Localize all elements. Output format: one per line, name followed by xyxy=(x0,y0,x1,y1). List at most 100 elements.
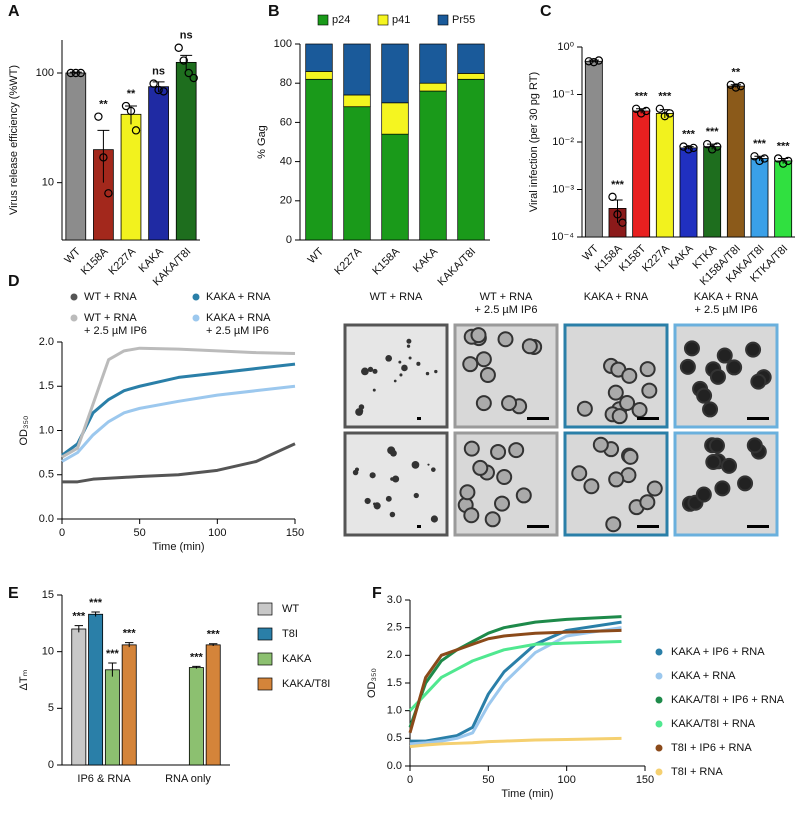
debris xyxy=(411,461,420,469)
error-bar xyxy=(97,129,110,183)
bar xyxy=(750,158,769,238)
legend-swatch xyxy=(437,14,449,26)
debris xyxy=(431,467,436,472)
particle xyxy=(571,465,588,482)
particle xyxy=(470,327,487,344)
bar-segment xyxy=(419,82,447,92)
y-tick-label: 0.0 xyxy=(387,760,402,772)
micrograph xyxy=(343,431,449,537)
legend-label: KAKA + RNA + 2.5 µM IP6 xyxy=(206,312,271,337)
legend-label: KAKA xyxy=(282,653,312,665)
replicate-point xyxy=(702,139,712,149)
bar-segment xyxy=(381,133,409,241)
x-tick-label: IP6 & RNA xyxy=(77,773,131,785)
scale-bar xyxy=(747,417,769,420)
y-axis-label: % Gag xyxy=(256,125,268,159)
significance: *** xyxy=(753,138,767,150)
replicate-point xyxy=(159,87,168,96)
replicate-point xyxy=(778,159,788,168)
legend-label: Pr55 xyxy=(452,14,475,26)
x-axis-label: Time (min) xyxy=(501,788,553,800)
replicate-point xyxy=(618,218,627,227)
y-tick-label: 10 xyxy=(42,646,54,658)
error-bar xyxy=(209,643,218,646)
bar xyxy=(121,644,137,766)
micrograph-header: KAKA + RNA + 2.5 µM IP6 xyxy=(694,291,759,316)
particle xyxy=(639,494,656,511)
replicate-point xyxy=(636,109,646,118)
particle xyxy=(497,331,514,348)
y-tick-label: 20 xyxy=(280,195,292,207)
particle xyxy=(515,487,532,504)
x-tick-label: KAKA/T8I xyxy=(436,246,479,289)
line-series xyxy=(408,615,622,728)
y-axis-label: OD₃₅₀ xyxy=(18,416,30,446)
legend-swatch xyxy=(257,652,273,666)
replicate-point xyxy=(121,101,131,111)
x-tick-label: 50 xyxy=(482,774,494,786)
x-axis-label: Time (min) xyxy=(152,541,204,553)
legend-label: T8I + IP6 + RNA xyxy=(671,742,752,754)
legend-marker xyxy=(655,672,663,680)
replicate-point xyxy=(726,80,736,90)
line-series xyxy=(408,640,622,712)
bar xyxy=(584,60,603,238)
y-tick-label: 0 xyxy=(286,234,292,246)
replicate-point xyxy=(149,79,158,88)
legend-label: p24 xyxy=(332,14,350,26)
replicate-point xyxy=(584,57,594,66)
scale-bar xyxy=(417,417,421,420)
bar xyxy=(205,644,221,766)
bar-segment xyxy=(343,94,371,108)
replicate-point xyxy=(736,81,746,91)
replicate-point xyxy=(773,154,783,163)
scale-bar xyxy=(527,525,549,528)
bar-segment xyxy=(457,78,485,241)
particle xyxy=(709,368,726,385)
significance: *** xyxy=(777,140,791,152)
y-tick-label: 40 xyxy=(280,156,292,168)
replicate-point xyxy=(131,126,141,135)
bar xyxy=(774,160,793,238)
particle xyxy=(484,511,501,528)
line-series xyxy=(62,442,296,484)
debris xyxy=(430,515,438,523)
y-tick-label: 10⁻¹ xyxy=(552,88,574,100)
particle xyxy=(459,484,476,501)
y-tick-label: 0.0 xyxy=(39,513,54,525)
particle xyxy=(479,367,496,384)
bar-segment xyxy=(305,71,333,80)
x-tick-label: WT xyxy=(306,245,327,266)
particle xyxy=(679,358,696,375)
bar-segment xyxy=(305,78,333,241)
replicate-point xyxy=(665,109,675,118)
y-tick-label: 10⁻² xyxy=(552,136,574,148)
replicate-point xyxy=(174,43,183,52)
significance: *** xyxy=(190,651,204,663)
significance: *** xyxy=(635,91,649,103)
replicate-point xyxy=(613,210,622,219)
particle xyxy=(737,475,754,492)
replicate-point xyxy=(594,56,604,65)
particle xyxy=(508,442,525,459)
particle xyxy=(714,480,731,497)
particle xyxy=(619,395,636,412)
bar-segment xyxy=(305,43,333,72)
legend-label: KAKA/T8I + IP6 + RNA xyxy=(671,694,785,706)
replicate-point xyxy=(179,56,188,65)
particle xyxy=(746,437,763,454)
x-tick-label: K227A xyxy=(106,245,138,277)
replicate-point xyxy=(689,143,698,153)
y-tick-label: 80 xyxy=(280,77,292,89)
error-bar xyxy=(192,665,201,669)
y-tick-label: 100 xyxy=(36,67,54,79)
replicate-point xyxy=(99,153,108,162)
x-tick-label: K158A xyxy=(79,245,111,277)
replicate-point xyxy=(104,189,113,198)
replicate-point xyxy=(184,68,193,78)
legend-swatch xyxy=(257,677,273,691)
particle xyxy=(490,443,507,460)
error-bar xyxy=(108,662,117,677)
legend-marker xyxy=(655,744,663,752)
legend-label: KAKA + RNA xyxy=(206,291,271,303)
